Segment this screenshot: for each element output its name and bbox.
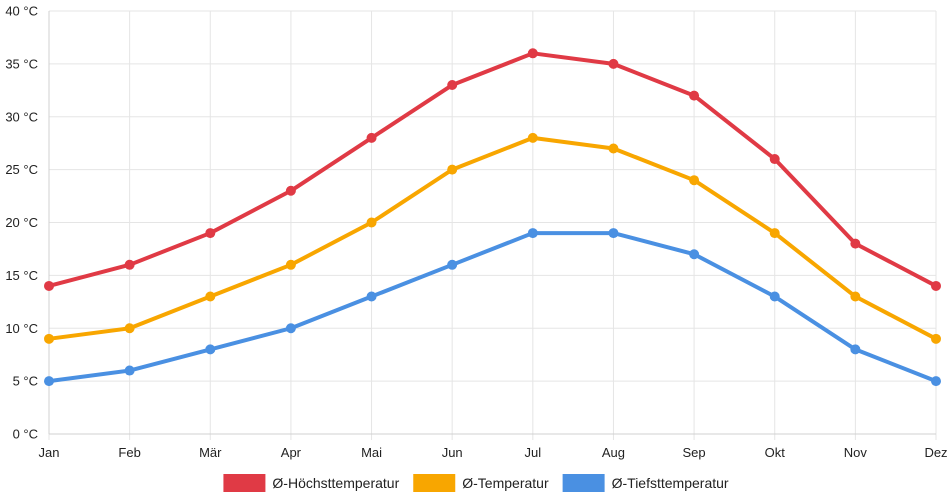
- data-point[interactable]: [205, 228, 216, 239]
- y-tick-label: 30 °C: [5, 109, 38, 124]
- data-point[interactable]: [608, 143, 619, 154]
- y-tick-label: 35 °C: [5, 56, 38, 71]
- data-point[interactable]: [366, 291, 377, 302]
- data-point[interactable]: [44, 280, 54, 291]
- y-tick-label: 20 °C: [5, 215, 38, 230]
- x-tick-label: Feb: [118, 445, 140, 460]
- data-point[interactable]: [608, 228, 619, 239]
- legend-label: Ø-Tiefsttemperatur: [612, 475, 729, 491]
- legend-item-2[interactable]: Ø-Temperatur: [413, 474, 549, 492]
- x-tick-label: Jan: [39, 445, 60, 460]
- data-point[interactable]: [44, 333, 54, 344]
- data-point[interactable]: [850, 344, 861, 355]
- data-point[interactable]: [447, 164, 458, 175]
- legend-label: Ø-Höchsttemperatur: [272, 475, 399, 491]
- legend-item-3[interactable]: Ø-Tiefsttemperatur: [562, 474, 729, 492]
- data-point[interactable]: [285, 185, 296, 196]
- x-tick-label: Mai: [361, 445, 382, 460]
- x-tick-label: Nov: [844, 445, 868, 460]
- legend-swatch: [562, 474, 605, 492]
- data-point[interactable]: [850, 291, 861, 302]
- x-tick-label: Mär: [199, 445, 222, 460]
- legend-label: Ø-Temperatur: [462, 475, 549, 491]
- x-tick-label: Aug: [602, 445, 625, 460]
- data-point[interactable]: [527, 48, 538, 59]
- data-point[interactable]: [366, 132, 377, 143]
- series-2[interactable]: [44, 132, 941, 344]
- data-point[interactable]: [931, 333, 941, 344]
- y-tick-label: 10 °C: [5, 321, 38, 336]
- data-point[interactable]: [44, 376, 54, 387]
- data-point[interactable]: [447, 80, 458, 91]
- data-point[interactable]: [447, 259, 458, 270]
- y-tick-label: 25 °C: [5, 162, 38, 177]
- x-tick-label: Sep: [683, 445, 706, 460]
- data-point[interactable]: [124, 365, 135, 376]
- series-line[interactable]: [47, 51, 938, 288]
- data-point[interactable]: [527, 228, 538, 239]
- data-point[interactable]: [689, 249, 700, 260]
- x-tick-label: Jul: [525, 445, 542, 460]
- data-point[interactable]: [205, 344, 216, 355]
- y-tick-label: 5 °C: [13, 374, 38, 389]
- series-line[interactable]: [47, 231, 938, 384]
- data-point[interactable]: [769, 291, 780, 302]
- legend-swatch: [223, 474, 266, 492]
- data-point[interactable]: [527, 132, 538, 143]
- series-line[interactable]: [47, 135, 938, 341]
- x-tick-label: Okt: [765, 445, 786, 460]
- data-point[interactable]: [689, 90, 700, 101]
- data-point[interactable]: [124, 323, 135, 334]
- y-tick-label: 0 °C: [13, 427, 38, 442]
- data-point[interactable]: [931, 376, 941, 387]
- y-tick-label: 15 °C: [5, 268, 38, 283]
- grid: [48, 10, 937, 440]
- series-lines: [44, 48, 941, 387]
- data-point[interactable]: [689, 175, 700, 186]
- data-point[interactable]: [285, 259, 296, 270]
- legend-swatch: [413, 474, 456, 492]
- series-1[interactable]: [44, 48, 941, 291]
- axes: 0 °C 5 °C 10 °C 15 °C 20 °C 25 °C 30 °C 35 °C 40…: [5, 4, 947, 461]
- data-point[interactable]: [931, 280, 941, 291]
- data-point[interactable]: [285, 323, 296, 334]
- data-point[interactable]: [366, 217, 377, 228]
- data-point[interactable]: [850, 238, 861, 249]
- legend-item-1[interactable]: Ø-Höchsttemperatur: [223, 474, 400, 492]
- x-tick-label: Jun: [442, 445, 463, 460]
- data-point[interactable]: [769, 154, 780, 165]
- data-point[interactable]: [205, 291, 216, 302]
- data-point[interactable]: [769, 228, 780, 239]
- legend: Ø-Höchsttemperatur Ø-Temperatur Ø-Tiefstte…: [223, 474, 729, 492]
- data-point[interactable]: [608, 58, 619, 69]
- series-3[interactable]: [44, 228, 941, 387]
- x-tick-label: Apr: [281, 445, 302, 460]
- data-point[interactable]: [124, 259, 135, 270]
- y-tick-label: 40 °C: [5, 4, 38, 19]
- x-tick-label: Dez: [924, 445, 947, 460]
